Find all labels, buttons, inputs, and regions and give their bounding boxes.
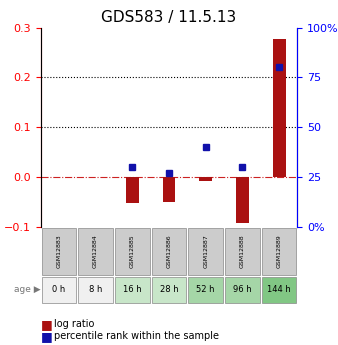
- FancyBboxPatch shape: [225, 227, 260, 275]
- Text: ■: ■: [41, 318, 52, 331]
- Text: ■: ■: [41, 330, 52, 343]
- Bar: [163, 177, 175, 202]
- Bar: [126, 177, 139, 203]
- Text: GSM12887: GSM12887: [203, 235, 208, 268]
- Text: 96 h: 96 h: [233, 285, 252, 294]
- Text: GSM12883: GSM12883: [56, 235, 62, 268]
- FancyBboxPatch shape: [152, 227, 186, 275]
- FancyBboxPatch shape: [225, 277, 260, 303]
- FancyBboxPatch shape: [262, 227, 296, 275]
- Bar: [273, 39, 286, 177]
- Text: log ratio: log ratio: [54, 319, 94, 329]
- Text: 28 h: 28 h: [160, 285, 178, 294]
- FancyBboxPatch shape: [78, 277, 113, 303]
- FancyBboxPatch shape: [152, 277, 186, 303]
- Text: 8 h: 8 h: [89, 285, 102, 294]
- Text: GSM12885: GSM12885: [130, 235, 135, 268]
- Bar: [199, 177, 212, 181]
- Text: GSM12889: GSM12889: [276, 235, 282, 268]
- Bar: [236, 177, 249, 223]
- FancyBboxPatch shape: [262, 277, 296, 303]
- FancyBboxPatch shape: [42, 277, 76, 303]
- Text: GSM12886: GSM12886: [167, 235, 171, 268]
- Text: percentile rank within the sample: percentile rank within the sample: [54, 332, 219, 341]
- Text: age ▶: age ▶: [14, 285, 41, 294]
- Text: GSM12888: GSM12888: [240, 235, 245, 268]
- Text: 144 h: 144 h: [267, 285, 291, 294]
- FancyBboxPatch shape: [115, 277, 149, 303]
- FancyBboxPatch shape: [189, 227, 223, 275]
- Text: 52 h: 52 h: [196, 285, 215, 294]
- FancyBboxPatch shape: [42, 227, 76, 275]
- Text: GSM12884: GSM12884: [93, 235, 98, 268]
- Title: GDS583 / 11.5.13: GDS583 / 11.5.13: [101, 10, 237, 25]
- FancyBboxPatch shape: [78, 227, 113, 275]
- FancyBboxPatch shape: [115, 227, 149, 275]
- FancyBboxPatch shape: [189, 277, 223, 303]
- Text: 0 h: 0 h: [52, 285, 66, 294]
- Text: 16 h: 16 h: [123, 285, 142, 294]
